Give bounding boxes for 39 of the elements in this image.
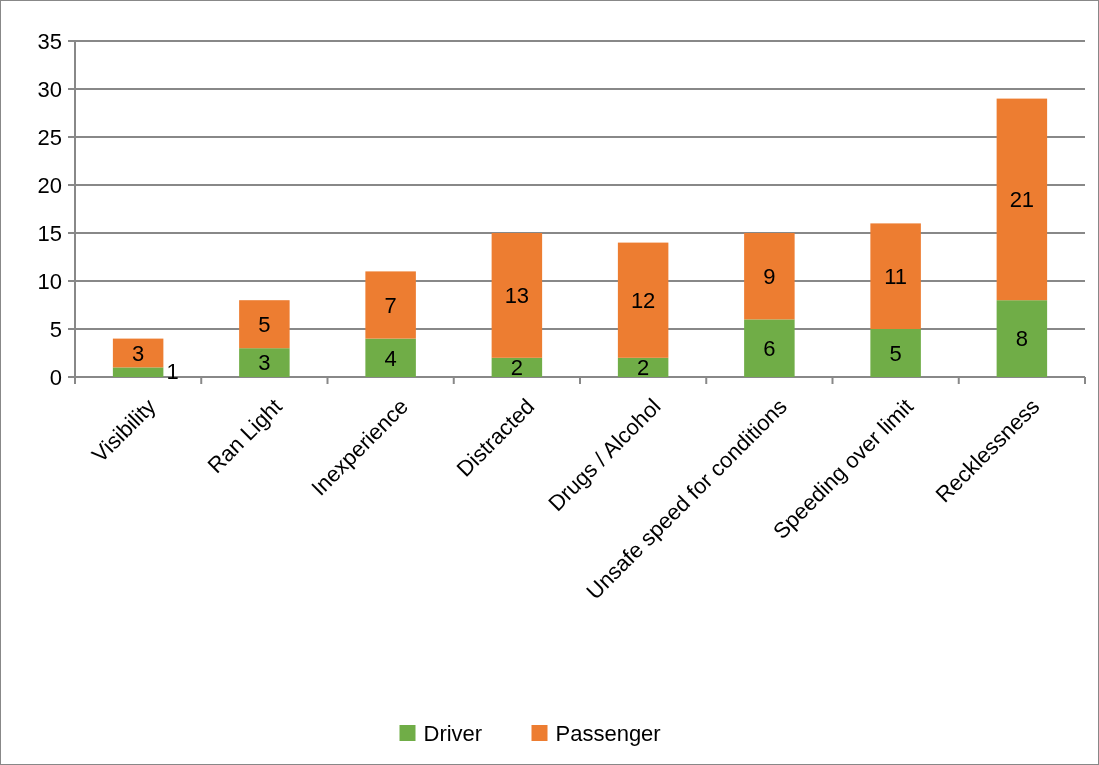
data-label: 13 [504, 283, 530, 309]
y-tick-label: 25 [37, 124, 62, 150]
y-tick-label: 0 [49, 364, 62, 390]
bar [365, 338, 416, 377]
bar [996, 300, 1048, 377]
data-label: 5 [258, 311, 271, 337]
data-label: 11 [884, 263, 908, 289]
data-label: 5 [889, 340, 902, 366]
bar [239, 300, 290, 349]
y-tick-label: 30 [37, 76, 62, 102]
y-tick-label: 10 [37, 268, 62, 294]
legend-label: Passenger [555, 720, 661, 746]
data-label: 2 [510, 355, 523, 381]
bar [744, 319, 795, 377]
y-tick-label: 35 [37, 28, 62, 54]
data-label: 3 [258, 350, 271, 376]
data-label: 8 [1015, 326, 1028, 352]
bar [870, 329, 921, 377]
y-tick-label: 5 [49, 316, 62, 342]
bar [744, 233, 795, 320]
bar [870, 223, 921, 329]
data-label: 21 [1009, 187, 1035, 213]
data-label: 1 [166, 358, 179, 384]
data-label: 12 [630, 287, 656, 313]
bar [365, 271, 416, 339]
bar [491, 233, 543, 358]
bar [617, 242, 669, 358]
data-label: 9 [763, 263, 776, 289]
bar [996, 98, 1048, 301]
data-label: 7 [384, 292, 397, 318]
y-tick-label: 20 [37, 172, 62, 198]
data-label: 2 [637, 355, 650, 381]
bar [112, 367, 164, 377]
data-label: 3 [132, 340, 145, 366]
legend-label: Driver [423, 720, 483, 746]
data-label: 4 [384, 345, 397, 371]
y-tick-label: 15 [37, 220, 62, 246]
bar [239, 348, 290, 377]
data-label: 6 [763, 335, 776, 361]
